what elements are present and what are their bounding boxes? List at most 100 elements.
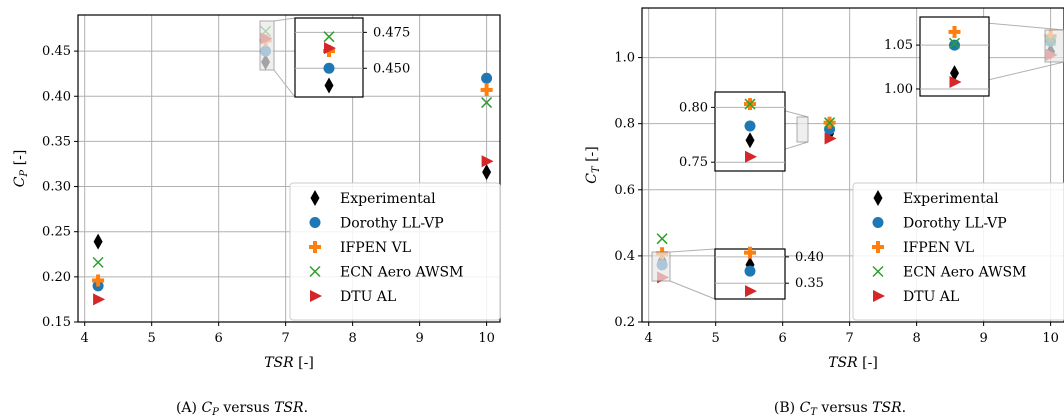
legend-label: ECN Aero AWSM [903,265,1026,281]
zoom-inset: 0.75 0.80 [679,91,809,172]
y-tick-label: 0.2 [614,315,635,330]
y-tick-label: 0.15 [42,315,71,330]
legend-label: ECN Aero AWSM [340,265,463,281]
legend-label: IFPEN VL [340,240,411,256]
y-tick-label: 0.45 [42,44,71,59]
data-point-x [323,31,335,43]
figure-caption: (A) CP versus TSR. [176,400,308,418]
legend-frame [852,182,1064,321]
data-point-circle [744,265,756,277]
data-point-circle [481,72,493,84]
inset-tick-label: 0.80 [679,100,708,115]
data-point-diamond [745,132,755,149]
legend-label: DTU AL [903,289,959,305]
inset-tick-label: 0.475 [373,25,410,40]
y-axis-label: CT [-] [584,146,602,184]
inset-tick-label: 0.75 [679,155,708,170]
plot-frame [641,7,1064,323]
x-stroke [656,233,668,245]
data-point-diamond [482,164,492,181]
figure-caption: (B) CT versus TSR. [774,400,906,418]
inset-connector [273,17,296,22]
legend-frame [289,182,501,321]
data-point-x [744,98,756,110]
legend-label: IFPEN VL [903,240,974,256]
chart-panel-b: 4 5 6 7 8 9 10 0.2 0.4 0.6 0.8 1.0 TSR [-] CT [-] 0.35… [584,7,1064,418]
inset-tick-label: 1.05 [884,38,913,53]
x-axis-label: TSR [-] [828,355,878,371]
data-point-triangle-right [93,293,106,306]
data-point-triangle-right [745,150,757,163]
data-point-circle [872,217,884,228]
inset-tick-label: 0.450 [373,61,410,76]
data-point-x [481,97,493,109]
plus-bar [748,246,752,259]
legend-label: Dorothy LL-VP [903,216,1007,232]
data-point-triangle-right [873,290,885,302]
inset-source-box [796,116,809,143]
x-tick-label: 6 [779,331,787,346]
inset-tick-label: 0.40 [795,250,824,265]
data-point-triangle-right [745,285,757,298]
inset-tick-label: 0.35 [795,276,824,291]
data-point-circle [949,39,960,51]
y-tick-label: 0.25 [42,225,71,240]
x-tick-label: 8 [348,331,356,346]
data-point-diamond [310,190,320,206]
y-tick-label: 0.40 [42,89,71,104]
x-stroke [744,98,756,110]
data-point-plus [480,83,493,96]
x-tick-label: 5 [712,331,720,346]
legend-label: Experimental [340,191,436,207]
x-tick-label: 4 [81,331,89,346]
data-point-circle [323,62,335,74]
data-point-plus [948,25,961,38]
data-point-plus [744,246,756,259]
x-stroke [948,37,961,49]
inset-source-box [1044,29,1064,63]
inset-tick-label: 1.00 [884,82,913,97]
x-tick-label: 9 [979,331,987,346]
x-tick-label: 10 [1042,331,1059,346]
y-tick-label: 0.6 [614,183,635,198]
legend-label: Experimental [903,191,999,207]
zoom-inset: 0.450 0.475 [259,17,410,98]
plus-bar [96,274,101,287]
data-point-plus [309,241,321,253]
inset-source-box [651,251,671,282]
y-tick-label: 0.20 [42,270,71,285]
data-point-x [92,256,104,268]
data-point-x [872,265,884,278]
y-tick-label: 0.8 [614,117,635,132]
inset-connector [273,69,296,98]
y-tick-label: 0.30 [42,180,71,195]
data-point-triangle-right [481,155,494,168]
data-point-circle [309,217,321,228]
x-tick-label: 8 [912,331,920,346]
data-point-diamond [324,77,334,94]
x-tick-label: 5 [148,331,156,346]
inset-connector [669,248,716,253]
legend-label: Dorothy LL-VP [340,216,444,232]
y-tick-label: 0.35 [42,134,71,149]
data-point-diamond [873,190,883,206]
x-tick-label: 6 [215,331,223,346]
inset-connector [669,280,716,300]
data-point-x [948,37,961,49]
x-stroke [323,31,335,43]
y-tick-label: 1.0 [614,51,635,66]
data-point-x [309,265,321,278]
y-axis-label: CP [-] [12,150,30,188]
x-tick-label: 7 [282,331,290,346]
plus-bar [952,25,957,38]
data-point-triangle-right [310,290,322,302]
y-tick-label: 0.4 [614,249,635,264]
x-tick-label: 9 [415,331,423,346]
chart-panel-a: 4 5 6 7 8 9 10 0.15 0.20 0.25 0.30 0.35 0.40 0.45 TSR … [12,14,501,418]
x-stroke [481,97,493,109]
data-point-circle [824,123,836,135]
plot-frame [77,14,501,323]
plus-bar [313,241,317,253]
x-stroke [824,117,836,129]
